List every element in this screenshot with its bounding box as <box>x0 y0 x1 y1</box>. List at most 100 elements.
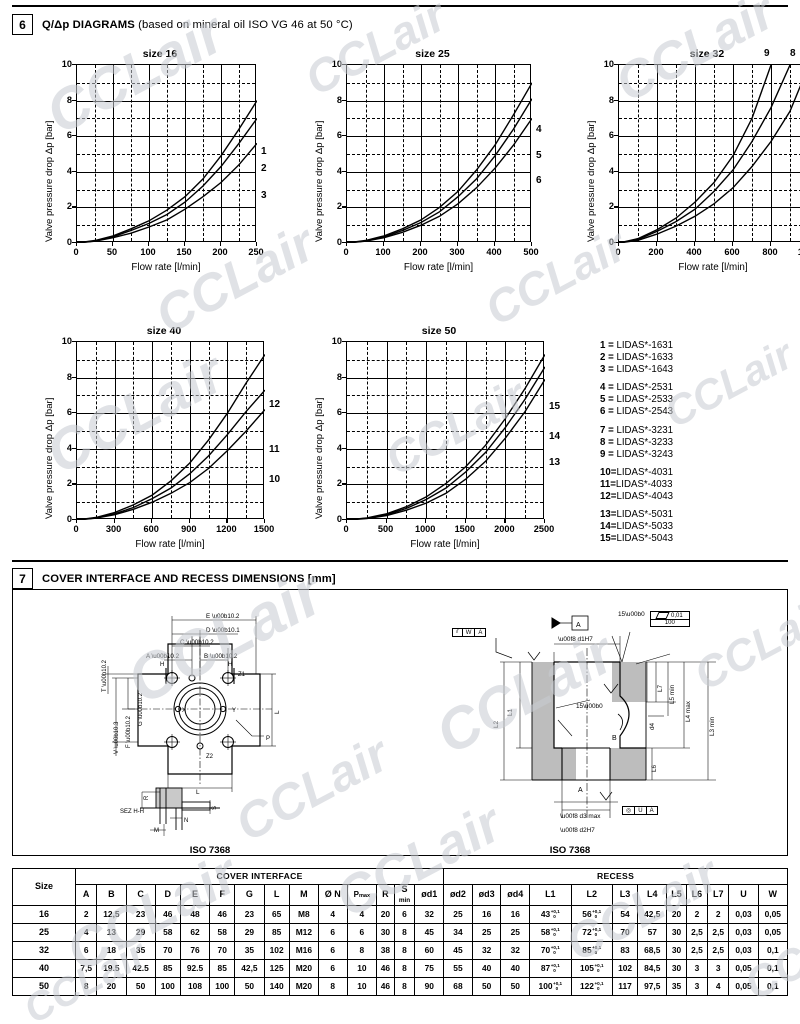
y-tick-mark <box>342 99 346 101</box>
table-cell: 2,5 <box>685 941 709 960</box>
x-tick-mark <box>346 242 348 246</box>
table-cell: 122+0,1 0 <box>570 977 613 996</box>
svg-text:D \u00b10.1: D \u00b10.1 <box>206 627 240 634</box>
table-cell: 4 <box>74 923 98 942</box>
gridline-horizontal <box>77 377 263 379</box>
gridline-horizontal <box>77 189 255 191</box>
y-tick-label: 0 <box>336 237 342 247</box>
table-cell: 2,5 <box>707 923 730 942</box>
y-axis-label: Valve pressure drop Δp [bar] <box>586 120 597 242</box>
y-tick-label: 2 <box>336 478 342 489</box>
legend-code: LIDAS*-4033 <box>615 478 673 490</box>
table-cell: 23 <box>234 905 265 924</box>
x-axis-label: Flow rate [l/min] <box>135 539 205 550</box>
gridline-vertical <box>458 65 459 241</box>
x-tick-mark <box>385 519 387 523</box>
legend-number: 10= <box>600 466 617 478</box>
y-tick-mark <box>72 242 76 244</box>
table-cell: 0,05 <box>728 959 759 978</box>
gridline-horizontal <box>77 100 255 102</box>
gridline-vertical <box>733 65 734 241</box>
y-tick-label: 6 <box>336 130 342 141</box>
table-cell: 0,03 <box>728 941 759 960</box>
gridline-vertical <box>221 65 222 241</box>
gridline-vertical <box>189 342 191 518</box>
table-cell: 46 <box>376 959 395 978</box>
gridline-vertical <box>208 342 210 518</box>
table-header-U: U <box>728 884 759 906</box>
table-cell: 12,5 <box>96 905 127 924</box>
y-tick-mark <box>72 412 76 414</box>
y-tick-label: 10 <box>331 336 342 346</box>
table-cell: 140 <box>263 977 290 996</box>
legend-code: LIDAS*-2533 <box>616 394 673 406</box>
cover-interface-drawing: E \u00b10.2 D \u00b10.1 C \u00b10.2 A \u… <box>102 613 281 796</box>
svg-text:d4: d4 <box>649 722 656 730</box>
gridline-horizontal <box>77 502 263 504</box>
y-tick-mark <box>72 170 76 172</box>
x-tick-label: 1500 <box>454 524 476 534</box>
svg-text:SEZ H-H: SEZ H-H <box>120 809 144 815</box>
svg-text:L5 min: L5 min <box>669 684 676 704</box>
gridline-horizontal <box>347 466 543 468</box>
curve-3 <box>77 100 257 243</box>
x-tick-mark <box>346 519 348 523</box>
x-tick-label: 500 <box>377 524 394 534</box>
x-tick-mark <box>618 242 620 246</box>
gridline-vertical <box>203 65 204 241</box>
y-tick-mark <box>342 447 346 449</box>
table-cell: 8 <box>393 941 416 960</box>
gridline-horizontal <box>347 118 530 120</box>
gridline-vertical <box>771 65 772 241</box>
legend-item: 14=LIDAS*-5033 <box>600 521 673 533</box>
table-cell: 100+0,1 0 <box>529 977 572 996</box>
svg-text:A \u00b10.2: A \u00b10.2 <box>146 653 180 660</box>
table-cell: 20 <box>96 977 127 996</box>
table-cell: 10 <box>346 959 378 978</box>
gridline-vertical <box>638 65 639 241</box>
plot-area <box>76 341 265 520</box>
legend-item: 3 = LIDAS*-1643 <box>600 364 673 376</box>
table-cell: 8 <box>393 959 416 978</box>
x-tick-label: 2000 <box>494 524 515 534</box>
curve-label-2: 2 <box>261 163 267 174</box>
gridline-horizontal <box>77 82 255 84</box>
svg-text:L6: L6 <box>651 764 658 772</box>
curve-1 <box>77 142 257 243</box>
y-axis-label: Valve pressure drop Δp [bar] <box>314 397 325 519</box>
table-header-L2: L2 <box>570 884 613 906</box>
x-tick-mark <box>464 519 466 523</box>
gdt-datum: A <box>649 807 654 814</box>
legend-code: LIDAS*-5031 <box>616 509 673 521</box>
gridline-vertical <box>505 342 507 518</box>
table-cell: 105+0,1 0 <box>570 959 613 978</box>
gridline-horizontal <box>347 359 543 361</box>
x-tick-label: 0 <box>343 247 349 257</box>
x-tick-label: 0 <box>73 524 79 534</box>
recess-drawing-caption: ISO 7368 <box>549 845 591 856</box>
curve-label-8: 8 <box>790 48 796 59</box>
table-cell: 0,1 <box>757 959 789 978</box>
curve-5 <box>347 98 532 243</box>
table-cell: M20 <box>288 959 319 978</box>
x-tick-mark <box>76 519 78 523</box>
table-cell: 102 <box>611 959 639 978</box>
table-cell: 100 <box>154 977 181 996</box>
y-tick-label: 0 <box>336 514 342 524</box>
table-header-W: W <box>757 884 789 906</box>
svg-text:X: X <box>182 708 186 714</box>
table-cell: 29 <box>234 923 265 942</box>
table-cell: 2,5 <box>707 941 730 960</box>
x-tick-mark <box>148 242 150 246</box>
svg-text:F \u00b10.2: F \u00b10.2 <box>126 715 132 748</box>
gridline-vertical <box>695 65 696 241</box>
table-cell: 50 <box>500 977 531 996</box>
y-tick-label: 2 <box>66 201 72 212</box>
table-cell: 40 <box>471 959 502 978</box>
gridline-vertical <box>113 65 114 241</box>
table-header-L7: L7 <box>707 884 730 906</box>
table-cell: 34 <box>443 923 473 942</box>
drawings-panel <box>12 589 788 856</box>
table-cell: 108 <box>179 977 211 996</box>
table-cell: 38 <box>376 941 395 960</box>
